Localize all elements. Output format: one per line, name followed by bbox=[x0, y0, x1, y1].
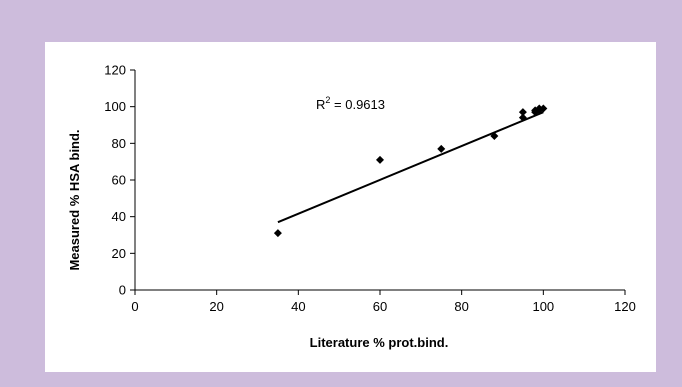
data-point bbox=[539, 104, 548, 113]
x-tick-label: 60 bbox=[373, 299, 387, 314]
data-point bbox=[490, 132, 499, 140]
y-tick-label: 120 bbox=[104, 63, 126, 78]
y-axis-ticks: 0 20 40 60 80 100 120 bbox=[104, 63, 135, 298]
y-tick-label: 80 bbox=[112, 136, 126, 151]
data-point bbox=[437, 144, 446, 153]
x-tick-label: 20 bbox=[209, 299, 223, 314]
x-axis-ticks: 0 20 40 60 80 100 120 bbox=[131, 290, 636, 314]
y-tick-label: 0 bbox=[119, 283, 126, 298]
r-squared-value: = 0.9613 bbox=[330, 97, 385, 112]
y-tick-label: 100 bbox=[104, 99, 126, 114]
data-point bbox=[535, 104, 544, 113]
data-points bbox=[273, 104, 548, 238]
x-tick-label: 0 bbox=[131, 299, 138, 314]
data-point bbox=[518, 108, 527, 117]
y-tick-label: 60 bbox=[112, 173, 126, 188]
r-squared-annotation: R2 = 0.9613 bbox=[316, 95, 385, 112]
y-tick-label: 20 bbox=[112, 246, 126, 261]
x-tick-label: 100 bbox=[532, 299, 554, 314]
scatter-chart: 0 20 40 60 80 100 120 0 20 40 60 80 100 120 R2 = 0.9… bbox=[67, 63, 636, 351]
r-squared-label: R bbox=[316, 97, 325, 112]
data-point bbox=[273, 229, 282, 238]
trendline bbox=[277, 111, 544, 224]
x-axis-title: Literature % prot.bind. bbox=[310, 335, 449, 350]
data-point bbox=[518, 113, 527, 122]
r-squared-exponent: 2 bbox=[325, 95, 330, 105]
y-axis-title: Measured % HSA bind. bbox=[67, 129, 82, 270]
x-tick-label: 80 bbox=[454, 299, 468, 314]
x-tick-label: 40 bbox=[291, 299, 305, 314]
y-tick-label: 40 bbox=[112, 209, 126, 224]
x-tick-label: 120 bbox=[614, 299, 636, 314]
chart-panel: 0 20 40 60 80 100 120 0 20 40 60 80 100 120 R2 = 0.9… bbox=[45, 42, 656, 372]
data-point bbox=[376, 155, 384, 164]
